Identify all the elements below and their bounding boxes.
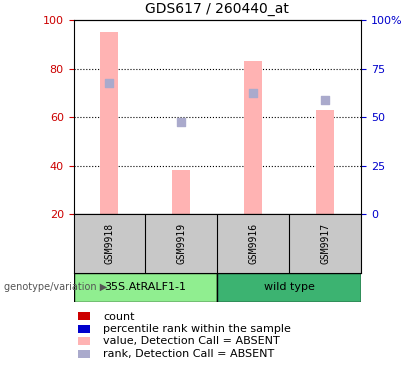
- Title: GDS617 / 260440_at: GDS617 / 260440_at: [145, 2, 289, 16]
- Text: GSM9919: GSM9919: [176, 223, 186, 264]
- Text: wild type: wild type: [264, 282, 315, 292]
- Bar: [316, 110, 334, 214]
- Text: 35S.AtRALF1-1: 35S.AtRALF1-1: [105, 282, 186, 292]
- Text: GSM9918: GSM9918: [105, 223, 115, 264]
- Bar: [244, 61, 262, 214]
- Point: [322, 97, 328, 103]
- Text: value, Detection Call = ABSENT: value, Detection Call = ABSENT: [103, 336, 280, 347]
- Bar: [172, 171, 190, 214]
- Text: count: count: [103, 311, 134, 322]
- Bar: [74, 273, 218, 302]
- Bar: [218, 273, 361, 302]
- Text: percentile rank within the sample: percentile rank within the sample: [103, 324, 291, 334]
- Text: GSM9916: GSM9916: [248, 223, 258, 264]
- Point: [178, 119, 185, 125]
- Text: genotype/variation ▶: genotype/variation ▶: [4, 282, 108, 292]
- Text: rank, Detection Call = ABSENT: rank, Detection Call = ABSENT: [103, 349, 274, 359]
- Bar: [100, 32, 118, 214]
- Text: GSM9917: GSM9917: [320, 223, 330, 264]
- Point: [250, 90, 257, 96]
- Point: [106, 80, 113, 86]
